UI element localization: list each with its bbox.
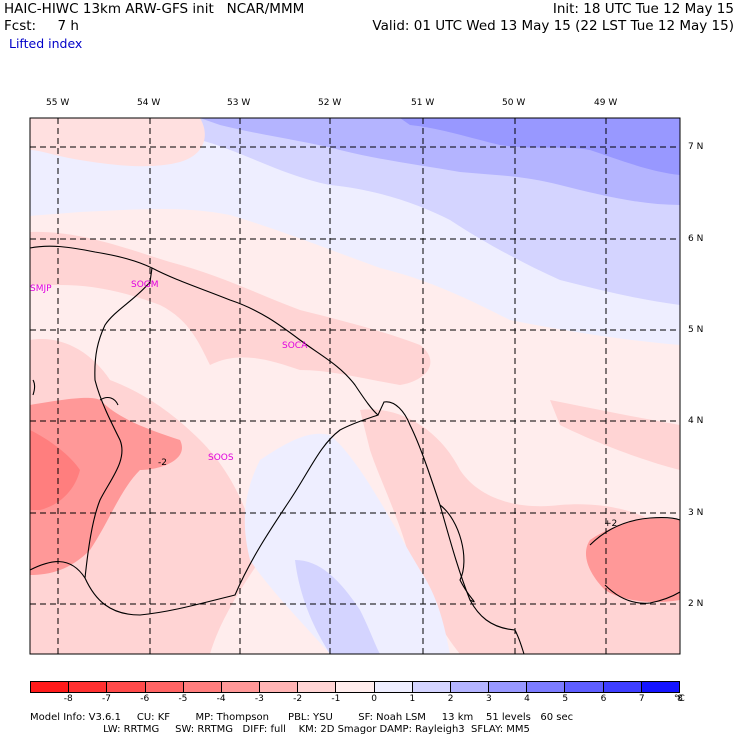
colorbar-swatch: [69, 682, 108, 692]
colorbar-tick-label: -5: [178, 694, 188, 704]
colorbar-unit: °C: [674, 694, 685, 704]
colorbar-tick-label: -1: [331, 694, 341, 704]
lat-label: 6 N: [688, 234, 704, 244]
colorbar-tick-label: 3: [485, 694, 492, 704]
colorbar-tick-label: -8: [63, 694, 73, 704]
lat-lon-grid: [30, 118, 680, 654]
station-label: SOCA: [282, 341, 308, 351]
colorbar-ticks: -8 -7 -6 -5 -4 -3 -2 -1 0 1 2 3 4 5 6 7 8: [0, 694, 740, 706]
lat-label: 7 N: [688, 142, 704, 152]
lon-label: 53 W: [227, 98, 251, 108]
forecast-hour: Fcst: 7 h: [4, 18, 79, 34]
colorbar: [30, 681, 680, 693]
model-title: HAIC-HIWC 13km ARW-GFS init NCAR/MMM: [4, 1, 305, 17]
colorbar-tick-label: -6: [140, 694, 150, 704]
lon-label: 51 W: [411, 98, 435, 108]
contour-label: -2: [158, 458, 167, 468]
colorbar-swatch: [221, 682, 261, 692]
init-time: Init: 18 UTC Tue 12 May 15: [552, 1, 734, 17]
colorbar-tick-label: 1: [409, 694, 416, 704]
lat-label: 3 N: [688, 508, 704, 518]
lon-label: 54 W: [137, 98, 161, 108]
colorbar-swatch: [260, 682, 299, 692]
lat-label: 2 N: [688, 599, 704, 609]
colorbar-swatch: [336, 682, 375, 692]
valid-time: Valid: 01 UTC Wed 13 May 15 (22 LST Tue …: [372, 18, 734, 34]
model-info-line2: LW: RRTMG SW: RRTMG DIFF: full KM: 2D Sm…: [30, 724, 530, 735]
colorbar-tick-label: 2: [447, 694, 454, 704]
colorbar-swatch: [412, 682, 451, 692]
station-label: SMJP: [30, 284, 52, 294]
contour-label: +2: [604, 519, 618, 529]
colorbar-swatch: [145, 682, 184, 692]
colorbar-tick-label: 6: [600, 694, 607, 704]
lat-label: 4 N: [688, 416, 704, 426]
lat-label: 5 N: [688, 325, 704, 335]
colorbar-tick-label: 4: [524, 694, 530, 704]
colorbar-tick-label: -7: [101, 694, 111, 704]
field-name: Lifted index: [9, 36, 83, 51]
lon-label: 55 W: [46, 98, 70, 108]
colorbar-tick-label: 8: [677, 694, 683, 704]
colorbar-swatch: [489, 682, 528, 692]
lon-label: 50 W: [502, 98, 526, 108]
coastline-borders: [29, 245, 681, 655]
colorbar-tick-label: 0: [371, 694, 377, 704]
colorbar-swatch: [641, 682, 679, 692]
colorbar-swatch: [565, 682, 604, 692]
colorbar-tick-label: -4: [216, 694, 226, 704]
colorbar-tick-label: 7: [638, 694, 645, 704]
station-label: SOOS: [208, 453, 234, 463]
colorbar-swatch: [31, 682, 70, 692]
colorbar-swatch: [603, 682, 642, 692]
station-label: SOGM: [131, 280, 159, 290]
colorbar-tick-label: -3: [254, 694, 264, 704]
model-info-line1: Model Info: V3.6.1 CU: KF MP: Thompson P…: [30, 712, 574, 723]
colorbar-swatch: [183, 682, 222, 692]
map-frame: [29, 117, 681, 655]
colorbar-swatch: [450, 682, 490, 692]
colorbar-swatch: [298, 682, 337, 692]
colorbar-swatch: [374, 682, 413, 692]
colorbar-swatch: [107, 682, 146, 692]
lon-label: 52 W: [318, 98, 342, 108]
colorbar-tick-label: -2: [293, 694, 303, 704]
lon-label: 49 W: [594, 98, 618, 108]
colorbar-tick-label: 5: [562, 694, 569, 704]
colorbar-swatch: [527, 682, 566, 692]
